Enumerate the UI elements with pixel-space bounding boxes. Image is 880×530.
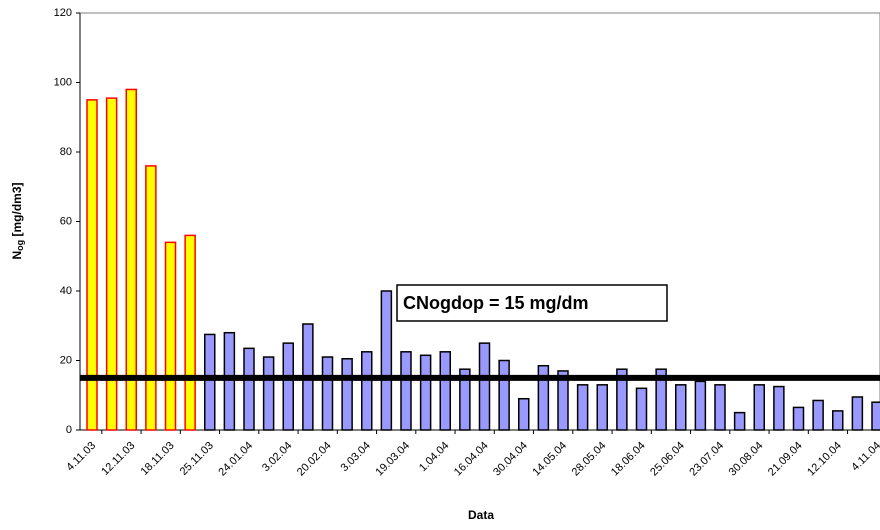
bar (655, 368, 667, 431)
x-tick-label: 20.02.04 (295, 440, 334, 479)
bar (675, 384, 687, 431)
y-tick-label: 80 (60, 146, 72, 158)
bar (419, 354, 432, 431)
x-tick-label: 18.06.04 (609, 440, 648, 479)
bar (243, 347, 255, 431)
bar (439, 351, 451, 431)
x-tick-label: 23.07.04 (687, 440, 726, 479)
bar (321, 356, 334, 431)
bar (753, 384, 765, 431)
bar (518, 397, 530, 431)
y-title-sub: og (15, 240, 25, 251)
y-tick-label: 20 (60, 354, 72, 366)
bar (733, 411, 746, 431)
y-tick-label: 120 (54, 7, 72, 19)
x-tick-label: 4.11.04 (849, 440, 880, 474)
bar (537, 364, 550, 431)
bar (694, 380, 707, 431)
bar (478, 342, 491, 431)
bar (105, 97, 118, 431)
bar (380, 290, 393, 431)
bar (223, 331, 236, 431)
bar (792, 406, 805, 431)
x-tick-label: 19.03.04 (373, 440, 412, 479)
bar (400, 351, 412, 431)
bar (459, 368, 471, 431)
bar (184, 234, 196, 431)
bar (557, 370, 569, 431)
y-tick-label: 60 (60, 215, 72, 227)
x-tick-label: 16.04.04 (452, 440, 491, 479)
bar (635, 387, 648, 431)
x-tick-label: 30.08.04 (727, 440, 766, 479)
bar (341, 358, 353, 431)
bar (164, 241, 177, 431)
annotation: CNogdop = 15 mg/dm (403, 293, 589, 313)
bar (812, 399, 824, 431)
y-tick-label: 0 (66, 424, 72, 436)
x-tick-label: 25.06.04 (648, 440, 687, 479)
bar (596, 384, 608, 431)
x-tick-label: 25.11.03 (178, 440, 216, 478)
y-title-main: N (10, 251, 24, 260)
y-title-unit: [mg/dm3] (10, 182, 24, 239)
bar (576, 384, 589, 431)
x-tick-label: 30.04.04 (491, 440, 530, 479)
bar (145, 165, 157, 431)
bar (204, 333, 216, 431)
bar (498, 359, 510, 431)
bar (851, 396, 864, 431)
x-tick-label: 24.01.04 (216, 440, 255, 479)
x-tick-label: 18.11.03 (138, 440, 176, 478)
y-tick-label: 100 (54, 76, 72, 88)
x-tick-label: 14.05.04 (530, 440, 569, 479)
y-axis-title: Nog [mg/dm3] (10, 182, 25, 259)
bar (282, 342, 294, 431)
bar (871, 401, 880, 431)
x-tick-label: 12.11.03 (99, 440, 137, 478)
x-tick-label: 3.02.04 (260, 440, 294, 474)
x-axis-title: Data (468, 508, 494, 522)
bar (361, 351, 373, 431)
bar (832, 410, 844, 431)
x-tick-label: 3.03.04 (338, 440, 372, 474)
x-tick-label: 4.11.03 (64, 440, 98, 474)
bar (262, 356, 275, 431)
y-tick-label: 40 (60, 285, 72, 297)
x-tick-label: 12.10.04 (805, 440, 844, 479)
bar (86, 99, 98, 431)
annotation-box (396, 284, 668, 322)
bar (714, 384, 726, 431)
bar (773, 385, 785, 431)
x-tick-label: 1.04.04 (417, 440, 451, 474)
bar (616, 368, 628, 431)
x-tick-label: 28.05.04 (570, 440, 609, 479)
bar (125, 88, 137, 431)
x-tick-label: 21.09.04 (766, 440, 805, 479)
